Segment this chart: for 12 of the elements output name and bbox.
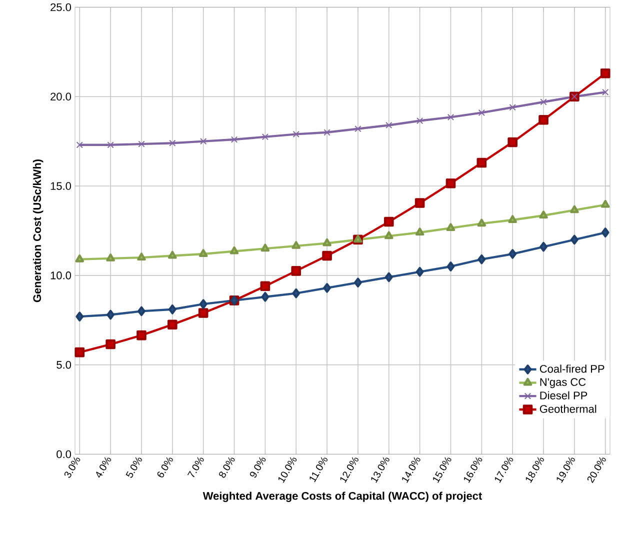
legend-label: Diesel PP	[540, 391, 588, 400]
y-tick-label: 10.0	[50, 271, 72, 280]
legend-label: N'gas CC	[540, 378, 586, 388]
y-axis-title: Generation Cost (USc/kWh)	[32, 159, 44, 302]
y-tick-label: 5.0	[56, 360, 72, 369]
legend-label: Geothermal	[540, 404, 596, 413]
y-tick-label: 0.0	[56, 450, 72, 458]
x-axis-title: Weighted Average Costs of Capital (WACC) of project	[202, 492, 482, 502]
y-tick-label: 20.0	[50, 92, 72, 100]
legend-label: Coal-fired PP	[540, 364, 604, 373]
y-tick-label: 15.0	[50, 182, 72, 190]
y-tick-label: 25.0	[50, 3, 72, 12]
